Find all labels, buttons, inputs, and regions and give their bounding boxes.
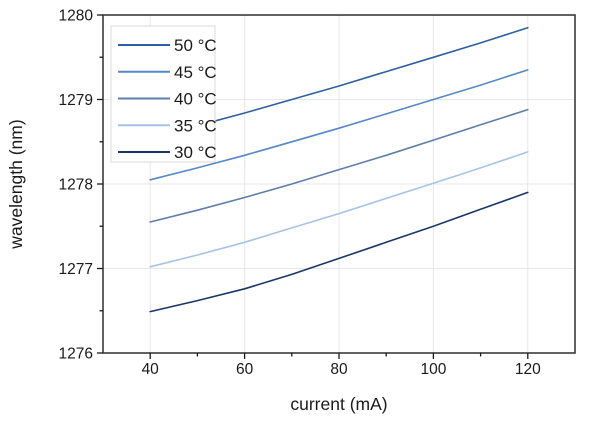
y-axis-label: wavelength (nm) <box>6 119 26 249</box>
x-tick-label: 80 <box>330 361 348 378</box>
legend-item: 30 °C <box>118 143 217 162</box>
legend-label: 45 °C <box>174 63 217 82</box>
y-tick-label: 1277 <box>59 261 93 278</box>
y-tick-label: 1278 <box>59 177 93 194</box>
y-tick-label: 1279 <box>59 92 93 109</box>
legend-item: 50 °C <box>118 36 217 55</box>
y-tick-label: 1280 <box>59 8 94 25</box>
legend-item: 40 °C <box>118 90 217 109</box>
legend-label: 40 °C <box>174 90 217 109</box>
series-line-45c <box>149 69 529 181</box>
x-tick-label: 40 <box>142 361 160 378</box>
y-tick-label: 1276 <box>59 346 93 363</box>
x-tick-label: 100 <box>420 361 446 378</box>
legend: 50 °C 45 °C 40 °C 35 °C 30 °C <box>110 25 217 163</box>
series-lines <box>149 26 529 313</box>
legend-label: 35 °C <box>174 116 217 135</box>
legend-item: 45 °C <box>118 63 217 82</box>
tick-labels: 40 60 80 100 120 1276 1277 1278 1279 1280 <box>59 8 542 379</box>
axis-ticks <box>97 14 529 359</box>
series-line-35c <box>149 151 529 268</box>
legend-item: 35 °C <box>118 116 217 135</box>
series-line-30c <box>149 191 529 313</box>
x-tick-label: 120 <box>515 361 541 378</box>
series-line-40c <box>149 108 529 223</box>
legend-label: 30 °C <box>174 143 217 162</box>
legend-label: 50 °C <box>174 36 217 55</box>
x-axis-label: current (mA) <box>290 394 387 414</box>
x-tick-label: 60 <box>236 361 254 378</box>
gridlines <box>103 15 575 353</box>
legend-box <box>110 25 216 163</box>
